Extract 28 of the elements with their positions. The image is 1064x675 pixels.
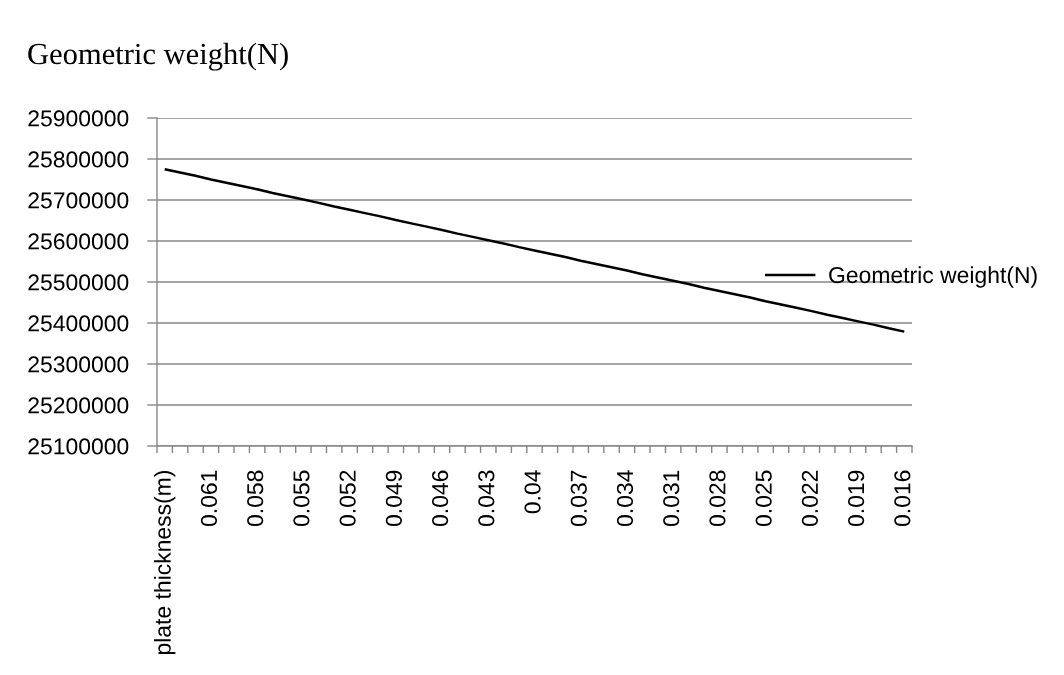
y-tick-label: 25800000 — [28, 151, 129, 168]
x-tick-label: 0.046 — [431, 470, 449, 527]
x-tick-label: 0.028 — [709, 470, 726, 527]
legend-label: Geometric weight(N) — [829, 266, 1037, 288]
y-tick-label: 25900000 — [28, 110, 129, 127]
x-tick-label: 0.052 — [339, 470, 356, 527]
x-tick-label: 0.019 — [848, 470, 865, 527]
y-tick-label: 25600000 — [28, 233, 129, 250]
y-tick-label: 25100000 — [28, 438, 129, 455]
x-tick-label: 0.037 — [570, 470, 587, 527]
x-tick-label: plate thickness(m) — [154, 471, 176, 655]
x-tick-label: 0.055 — [293, 470, 310, 527]
x-tick-label: 0.061 — [200, 470, 218, 527]
chart-title: Geometric weight(N) — [28, 42, 288, 71]
y-tick-label: 25500000 — [28, 274, 129, 291]
x-tick-label: 0.058 — [247, 470, 264, 527]
x-tick-label: 0.031 — [663, 470, 680, 527]
x-tick-label: 0.034 — [616, 470, 634, 527]
x-tick-label: 0.04 — [524, 470, 541, 514]
y-tick-label: 25400000 — [28, 315, 129, 332]
y-tick-label: 25300000 — [28, 356, 129, 373]
y-tick-label: 25700000 — [28, 192, 129, 209]
x-tick-label: 0.043 — [478, 470, 495, 527]
y-tick-label: 25200000 — [28, 397, 129, 414]
x-tick-label: 0.025 — [755, 470, 772, 527]
x-tick-label: 0.049 — [385, 470, 402, 527]
x-tick-label: 0.016 — [894, 470, 911, 527]
x-tick-label: 0.022 — [801, 470, 818, 527]
